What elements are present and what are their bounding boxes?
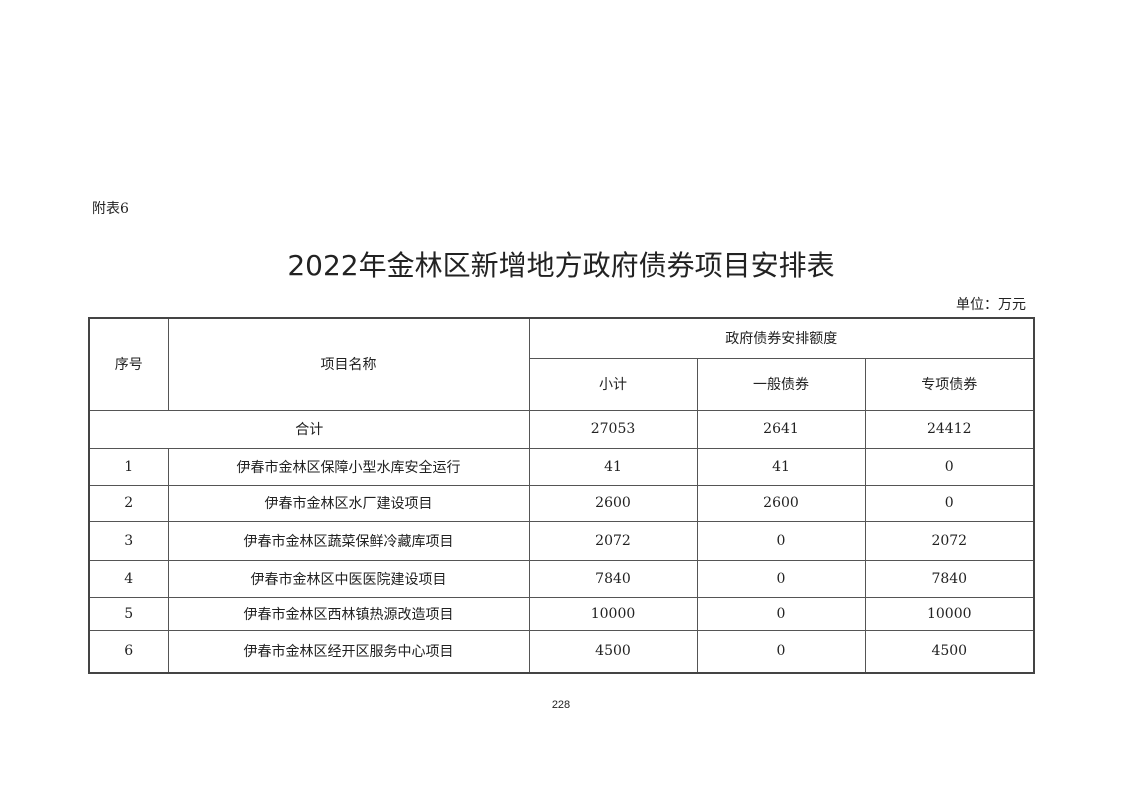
table-row: 3 伊春市金林区蔬菜保鲜冷藏库项目 2072 0 2072 xyxy=(88,520,1035,561)
cell-subtotal: 2600 xyxy=(528,484,698,522)
cell-general: 2600 xyxy=(696,484,866,522)
cell-subtotal: 7840 xyxy=(528,559,698,598)
total-general: 2641 xyxy=(696,409,866,449)
cell-special: 0 xyxy=(864,484,1035,522)
header-name: 项目名称 xyxy=(167,317,530,411)
cell-name: 伊春市金林区蔬菜保鲜冷藏库项目 xyxy=(167,520,530,561)
cell-seq: 6 xyxy=(88,629,169,674)
unit-label: 单位：万元 xyxy=(956,297,1026,313)
appendix-label: 附表6 xyxy=(92,201,129,217)
bond-table: 序号 项目名称 政府债券安排额度 小计 一般债券 专项债券 合计 27053 2… xyxy=(88,317,1036,674)
header-row: 序号 项目名称 政府债券安排额度 xyxy=(88,317,1035,411)
cell-seq: 5 xyxy=(88,596,169,631)
total-special: 24412 xyxy=(864,409,1035,449)
cell-name: 伊春市金林区水厂建设项目 xyxy=(167,484,530,522)
header-seq: 序号 xyxy=(88,317,169,411)
cell-general: 41 xyxy=(696,447,866,486)
cell-name: 伊春市金林区经开区服务中心项目 xyxy=(167,629,530,674)
cell-special: 10000 xyxy=(864,596,1035,631)
cell-special: 0 xyxy=(864,447,1035,486)
cell-special: 2072 xyxy=(864,520,1035,561)
header-group: 政府债券安排额度 xyxy=(528,317,1035,359)
total-subtotal: 27053 xyxy=(528,409,698,449)
cell-general: 0 xyxy=(696,596,866,631)
subheader-row: 小计 一般债券 专项债券 xyxy=(89,357,1035,411)
header-special: 专项债券 xyxy=(864,357,1035,411)
cell-name: 伊春市金林区保障小型水库安全运行 xyxy=(167,447,530,486)
header-general: 一般债券 xyxy=(696,357,866,411)
cell-name: 伊春市金林区西林镇热源改造项目 xyxy=(167,596,530,631)
cell-seq: 3 xyxy=(88,520,169,561)
cell-subtotal: 4500 xyxy=(528,629,698,674)
total-label: 合计 xyxy=(88,409,530,449)
cell-name: 伊春市金林区中医医院建设项目 xyxy=(167,559,530,598)
page-number: 228 xyxy=(551,699,571,711)
cell-seq: 4 xyxy=(88,559,169,598)
table-row: 6 伊春市金林区经开区服务中心项目 4500 0 4500 xyxy=(88,629,1035,674)
cell-general: 0 xyxy=(696,520,866,561)
cell-special: 7840 xyxy=(864,559,1035,598)
table-row: 2 伊春市金林区水厂建设项目 2600 2600 0 xyxy=(88,484,1035,522)
total-row: 合计 27053 2641 24412 xyxy=(88,409,1035,449)
cell-seq: 1 xyxy=(88,447,169,486)
cell-general: 0 xyxy=(696,559,866,598)
cell-general: 0 xyxy=(696,629,866,674)
cell-seq: 2 xyxy=(88,484,169,522)
cell-subtotal: 10000 xyxy=(528,596,698,631)
cell-special: 4500 xyxy=(864,629,1035,674)
cell-subtotal: 2072 xyxy=(528,520,698,561)
page-title: 2022年金林区新增地方政府债券项目安排表 xyxy=(287,249,835,282)
table-row: 5 伊春市金林区西林镇热源改造项目 10000 0 10000 xyxy=(88,596,1035,631)
cell-subtotal: 41 xyxy=(528,447,698,486)
table-row: 4 伊春市金林区中医医院建设项目 7840 0 7840 xyxy=(88,559,1035,598)
table-row: 1 伊春市金林区保障小型水库安全运行 41 41 0 xyxy=(88,447,1035,486)
header-subtotal: 小计 xyxy=(528,357,698,411)
